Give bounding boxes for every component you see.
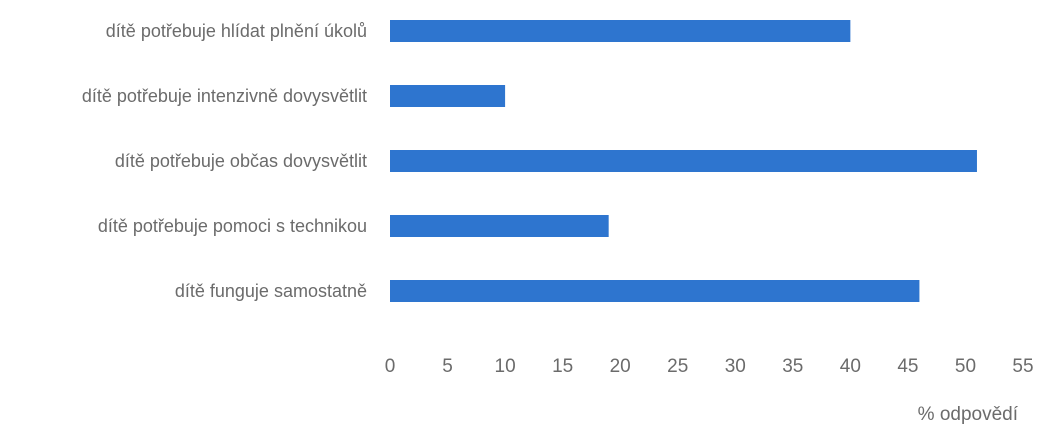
- x-tick-labels: 0 5 10 15 20 25 30 35 40 45 50 55: [385, 356, 1034, 377]
- category-label-3: dítě potřebuje občas dovysvětlit: [115, 151, 367, 171]
- category-labels: dítě potřebuje hlídat plnění úkolů dítě p…: [82, 21, 367, 301]
- bar-3: [390, 150, 977, 172]
- x-tick-45: 45: [897, 356, 918, 377]
- x-tick-50: 50: [955, 356, 976, 377]
- x-tick-0: 0: [385, 356, 396, 377]
- bar-4: [390, 215, 609, 237]
- x-tick-25: 25: [667, 356, 688, 377]
- bar-5: [390, 280, 920, 302]
- x-tick-20: 20: [610, 356, 631, 377]
- category-label-2: dítě potřebuje intenzivně dovysvětlit: [82, 86, 367, 106]
- x-tick-15: 15: [552, 356, 573, 377]
- x-axis-title: % odpovědí: [918, 404, 1019, 425]
- x-tick-10: 10: [495, 356, 516, 377]
- x-tick-35: 35: [782, 356, 803, 377]
- x-tick-40: 40: [840, 356, 861, 377]
- category-label-5: dítě funguje samostatně: [175, 281, 367, 301]
- bars-group: [390, 20, 977, 302]
- x-tick-30: 30: [725, 356, 746, 377]
- bar-1: [390, 20, 851, 42]
- category-label-1: dítě potřebuje hlídat plnění úkolů: [106, 21, 367, 41]
- bar-2: [390, 85, 506, 107]
- x-tick-55: 55: [1012, 356, 1033, 377]
- category-label-4: dítě potřebuje pomoci s technikou: [98, 216, 367, 236]
- x-tick-5: 5: [442, 356, 453, 377]
